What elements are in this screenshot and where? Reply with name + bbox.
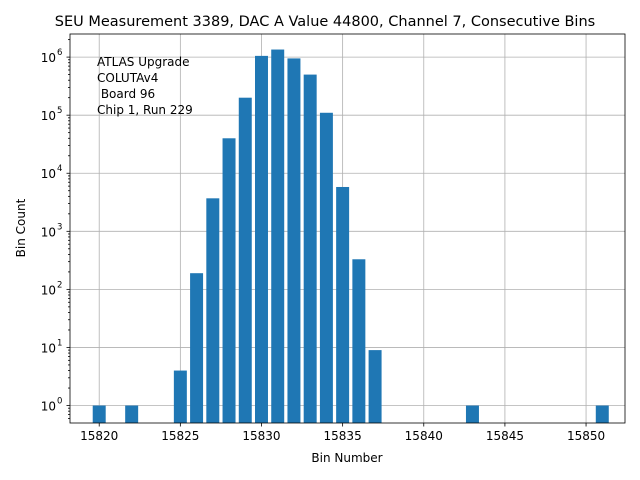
bar — [238, 97, 252, 424]
y-tick-base: 10 — [41, 109, 56, 123]
y-tick-label: 10 3 — [41, 222, 63, 239]
annotation-box: ATLAS Upgrade COLUTAv4 Board 96 Chip 1, … — [97, 55, 193, 117]
annotation-line-3: Board 96 — [97, 87, 155, 101]
bar — [368, 350, 382, 423]
annotation-line-1: ATLAS Upgrade — [97, 55, 190, 69]
y-axis-label: Bin Count — [14, 198, 28, 257]
x-tick-label: 15825 — [161, 429, 199, 443]
y-tick-label: 10 5 — [41, 106, 63, 123]
y-tick-exponent: 2 — [57, 280, 62, 290]
annotation-line-2: COLUTAv4 — [97, 71, 158, 85]
bar — [465, 405, 479, 423]
x-tick-label: 15850 — [567, 429, 605, 443]
y-tick-exponent: 1 — [57, 338, 62, 348]
grid-layer — [70, 34, 625, 423]
x-tick-label: 15845 — [486, 429, 524, 443]
bar — [92, 405, 106, 423]
bar — [595, 405, 609, 423]
y-tick-label: 10 0 — [41, 397, 63, 414]
bar — [173, 370, 187, 423]
bar-layer — [92, 49, 609, 424]
x-axis-ticks: 15820 15825 15830 15835 15840 15845 15850 — [80, 423, 605, 443]
bar — [190, 273, 204, 423]
y-tick-exponent: 5 — [57, 106, 62, 116]
x-tick-label: 15840 — [405, 429, 443, 443]
y-tick-label: 10 4 — [41, 164, 63, 181]
y-tick-label: 10 2 — [41, 280, 63, 297]
bar — [255, 55, 268, 424]
y-tick-base: 10 — [41, 341, 56, 355]
y-tick-label: 10 1 — [41, 338, 63, 355]
x-tick-label: 15830 — [242, 429, 280, 443]
y-tick-exponent: 3 — [57, 222, 62, 232]
y-tick-base: 10 — [41, 167, 56, 181]
y-tick-exponent: 4 — [57, 164, 62, 174]
bar — [336, 186, 350, 423]
bar — [287, 58, 301, 423]
x-axis-label: Bin Number — [311, 451, 382, 465]
y-tick-exponent: 6 — [57, 48, 62, 58]
y-tick-base: 10 — [41, 51, 56, 65]
bar — [319, 112, 333, 424]
y-tick-base: 10 — [41, 400, 56, 414]
y-tick-label: 10 6 — [41, 48, 63, 65]
y-tick-base: 10 — [41, 283, 56, 297]
bar — [222, 138, 236, 423]
plot-frame — [69, 33, 626, 424]
y-tick-base: 10 — [41, 225, 56, 239]
bar — [125, 405, 139, 423]
bar — [206, 198, 220, 423]
bar — [303, 74, 317, 423]
annotation-line-4: Chip 1, Run 229 — [97, 103, 193, 117]
chart-title: SEU Measurement 3389, DAC A Value 44800,… — [55, 14, 595, 30]
x-tick-label: 15820 — [80, 429, 118, 443]
y-tick-exponent: 0 — [57, 397, 62, 407]
bar — [271, 49, 285, 424]
x-tick-label: 15835 — [324, 429, 362, 443]
bar — [352, 259, 366, 423]
